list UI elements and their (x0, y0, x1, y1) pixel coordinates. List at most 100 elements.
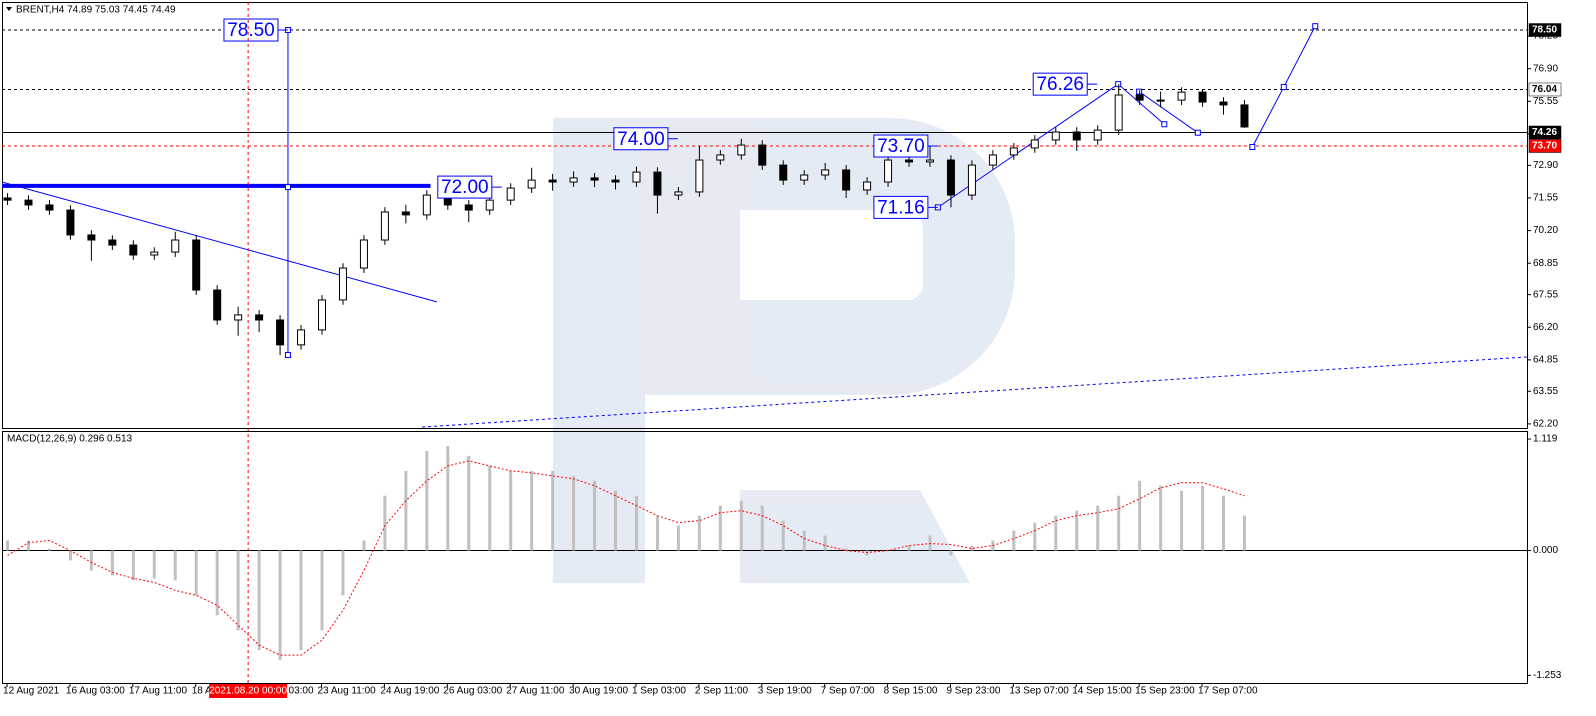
candle-body (905, 159, 914, 163)
y-tick-label: 68.85 (1533, 258, 1558, 269)
candle-body (632, 171, 641, 183)
annotation-box (613, 127, 669, 151)
candle-body (1177, 91, 1186, 101)
line-vertex (1194, 129, 1201, 136)
y-tick-label: 76.90 (1533, 63, 1558, 74)
candle-body (1219, 101, 1228, 106)
x-tick-label: 3 Sep 19:00 (758, 686, 812, 697)
y-tick-label: 0.000 (1533, 545, 1558, 556)
level-label: 73.70 (1532, 141, 1557, 152)
line-vertex (284, 184, 291, 191)
candle-body (171, 239, 180, 253)
candle-body (213, 289, 222, 321)
x-tick-label: 14 Sep 15:00 (1072, 686, 1132, 697)
candle-body (318, 299, 327, 331)
candle-body (1198, 91, 1207, 103)
candle-body (1156, 99, 1165, 102)
candle-body (569, 177, 578, 183)
candle-body (234, 314, 243, 321)
y-tick-label: 75.55 (1533, 96, 1558, 107)
level-label-bg (1528, 23, 1562, 37)
candle-body (338, 267, 347, 301)
x-tick-label: 30 Aug 19:00 (569, 686, 628, 697)
main-pane (2, 2, 1528, 429)
line-vertex (1312, 23, 1319, 30)
trend-line (422, 356, 1528, 428)
signal-line (7, 460, 1245, 656)
candle-body (150, 251, 159, 256)
level-label: 78.50 (1532, 25, 1557, 36)
candle-body (1093, 129, 1102, 141)
x-tick-label: 15 Sep 23:00 (1135, 686, 1195, 697)
y-tick-label: 72.90 (1533, 160, 1558, 171)
level-label-bg (1528, 82, 1562, 97)
chart-title: BRENT,H4 74.89 75.03 74.45 74.49 (16, 5, 176, 16)
trend-line (1138, 91, 1199, 134)
candle-body (129, 244, 138, 256)
candle-body (758, 144, 767, 166)
watermark (553, 118, 1015, 583)
crosshair-label-bg (209, 684, 288, 698)
annotation-box (1032, 72, 1088, 96)
candle-body (548, 179, 557, 183)
candle-body (1072, 131, 1081, 141)
candle-body (1051, 131, 1060, 141)
annotation-box (437, 175, 493, 199)
candle-body (779, 164, 788, 181)
candle-body (674, 191, 683, 196)
level-label-bg (1528, 125, 1562, 140)
annotation-label: 78.50 (227, 20, 275, 41)
x-tick-label: 12 Aug 2021 (3, 686, 60, 697)
candle-body (737, 144, 746, 156)
x-tick-label: 9 Sep 23:00 (946, 686, 1000, 697)
candle-body (821, 169, 830, 176)
candle-body (653, 171, 662, 196)
level-label: 76.04 (1532, 84, 1557, 95)
annotation-label: 72.00 (441, 177, 489, 198)
candle-body (87, 234, 96, 241)
candle-body (1009, 147, 1018, 156)
candle-body (297, 329, 306, 346)
candle-body (108, 239, 117, 246)
y-tick-label: 66.20 (1533, 322, 1558, 333)
x-tick-label: 1 Sep 03:00 (632, 686, 686, 697)
candle-body (1030, 139, 1039, 149)
y-tick-label: 1.119 (1533, 434, 1558, 445)
annotation-label: 74.00 (617, 129, 665, 150)
x-tick-label: 17 Aug 11:00 (129, 686, 188, 697)
annotation-label: 76.26 (1036, 74, 1084, 95)
annotation-label: 71.16 (877, 197, 925, 218)
candle-body (422, 194, 431, 216)
candle-body (485, 199, 494, 211)
x-tick-label: 24 Aug 19:00 (380, 686, 439, 697)
x-tick-label: 23 Aug 11:00 (318, 686, 377, 697)
line-vertex (1249, 143, 1256, 150)
level-label: 74.26 (1532, 127, 1557, 138)
x-tick-label: 17 Sep 07:00 (1198, 686, 1258, 697)
annotation-box (873, 195, 929, 219)
y-tick-label: 64.85 (1533, 354, 1558, 365)
candle-body (255, 314, 264, 321)
candle-body (359, 239, 368, 269)
candle-body (988, 154, 997, 166)
candle-body (967, 164, 976, 196)
y-tick-label: 71.55 (1533, 193, 1558, 204)
candle-body (527, 179, 536, 189)
candle-body (800, 174, 809, 181)
candle-body (380, 211, 389, 241)
candle-body (276, 319, 285, 346)
x-tick-label: 7 Sep 07:00 (821, 686, 875, 697)
line-vertex (1280, 84, 1287, 91)
candle-body (24, 199, 33, 206)
candle-body (45, 204, 54, 211)
y-tick-label: 63.55 (1533, 386, 1558, 397)
candle-body (946, 159, 955, 196)
candle-body (884, 159, 893, 183)
candle-body (3, 197, 12, 201)
candle-body (66, 209, 75, 236)
candle-body (1135, 94, 1144, 101)
y-tick-label: -1.253 (1533, 670, 1562, 681)
annotation-box (223, 18, 279, 42)
candle-body (863, 181, 872, 191)
y-tick-label: 67.55 (1533, 289, 1558, 300)
